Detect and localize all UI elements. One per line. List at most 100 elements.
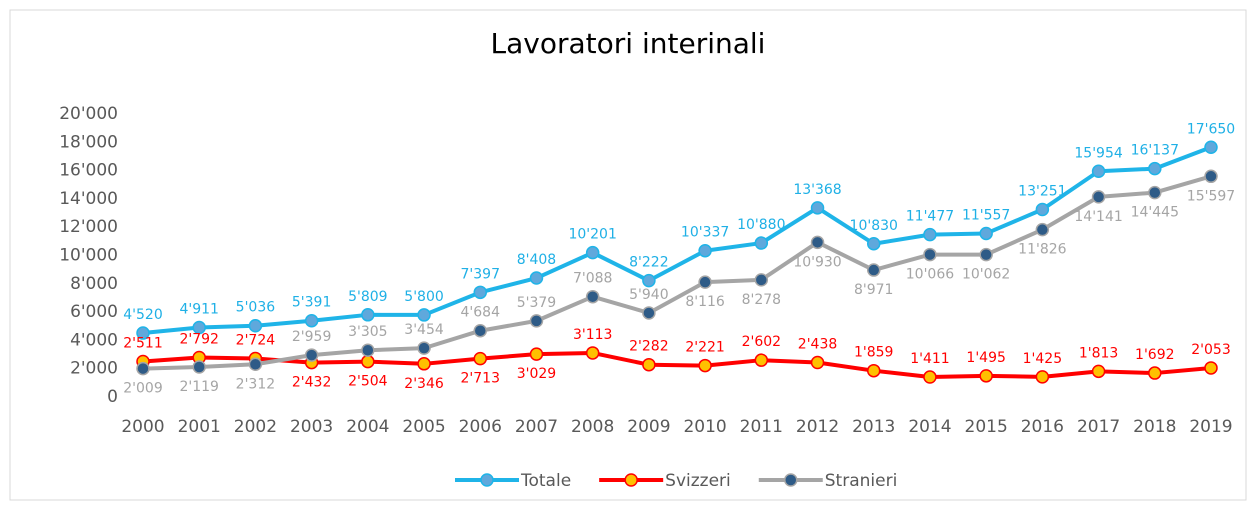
marker [304,348,319,362]
x-tick-label: 2008 [571,417,614,437]
marker [361,308,375,322]
x-tick-label: 2005 [402,417,445,437]
marker [248,318,263,333]
y-tick-label: 14'000 [59,189,118,209]
value-label: 11'557 [962,207,1010,223]
marker [1204,169,1218,184]
marker [1035,370,1050,384]
y-tick-label: 8'000 [70,274,118,294]
value-label: 4'911 [179,302,218,318]
marker [698,275,712,289]
marker [417,341,431,355]
marker [1035,202,1050,217]
value-label: 2'053 [1191,342,1230,358]
marker [979,226,993,241]
y-tick-label: 4'000 [70,330,118,350]
legend-label: Totale [520,471,571,491]
legend-marker [624,473,638,487]
legend-label: Svizzeri [665,471,731,491]
x-tick-label: 2000 [121,417,164,437]
y-tick-label: 16'000 [59,161,118,181]
value-label: 5'800 [404,289,443,305]
marker [810,201,825,215]
value-label: 16'137 [1131,143,1179,159]
marker [529,314,544,328]
marker [304,313,319,328]
marker [585,346,600,360]
x-tick-label: 2006 [459,417,502,437]
value-label: 10'830 [850,218,898,234]
marker [473,351,488,366]
x-tick-label: 2009 [627,417,670,437]
marker [923,370,937,384]
x-tick-label: 2001 [178,417,221,437]
y-tick-label: 2'000 [70,359,118,379]
marker [529,271,544,285]
marker [866,363,881,378]
marker [642,357,656,372]
value-label: 1'692 [1135,347,1174,363]
value-label: 10'062 [962,267,1010,283]
marker [866,237,881,251]
marker [810,235,825,250]
marker [361,354,375,369]
value-label: 15'597 [1187,188,1235,204]
value-label: 8'222 [629,255,668,271]
marker [192,320,206,335]
value-label: 14'141 [1074,209,1122,225]
value-label: 5'809 [348,289,387,305]
marker [529,347,544,361]
marker [192,360,206,374]
series-line [142,350,1212,380]
value-label: 14'445 [1131,205,1179,221]
value-label: 11'826 [1018,242,1066,258]
value-label: 13'368 [793,182,841,198]
marker [1148,366,1162,380]
marker [698,243,712,258]
marker [248,357,263,372]
value-label: 1'495 [966,350,1005,366]
value-label: 7'088 [573,271,612,287]
x-tick-label: 2002 [234,417,277,437]
marker [866,263,881,277]
marker [1091,164,1106,179]
marker [923,227,937,242]
value-label: 7'397 [461,266,500,282]
value-label: 1'859 [854,345,893,361]
y-tick-label: 20'000 [59,104,118,124]
value-label: 8'278 [742,292,781,308]
x-tick-label: 2010 [683,417,726,437]
value-label: 5'940 [629,287,668,303]
legend-label: Stranieri [825,471,898,491]
value-label: 4'684 [461,305,501,321]
value-label: 3'113 [573,327,612,343]
value-label: 8'408 [517,252,556,268]
value-label: 2'282 [629,339,668,355]
marker [1091,364,1106,379]
marker [979,369,993,383]
x-tick-label: 2014 [908,417,951,437]
y-tick-label: 18'000 [59,132,118,152]
chart-frame [9,9,1247,501]
marker [361,343,375,357]
marker [979,247,993,262]
marker [698,358,712,373]
value-label: 1'813 [1079,345,1118,361]
x-tick-label: 2019 [1189,417,1232,437]
value-label: 1'411 [910,351,949,367]
value-label: 10'337 [681,225,729,241]
value-label: 2'511 [123,335,162,351]
value-label: 5'391 [292,295,331,311]
marker [585,245,600,260]
value-label: 4'520 [123,307,162,323]
y-tick-label: 0 [107,387,118,407]
marker [754,236,769,250]
legend-marker [784,473,798,487]
marker [473,323,488,338]
x-tick-label: 2004 [346,417,389,437]
value-label: 2'792 [179,331,218,347]
marker [1148,161,1162,176]
x-tick-label: 2003 [290,417,333,437]
value-label: 2'504 [348,374,388,390]
x-tick-label: 2013 [852,417,895,437]
